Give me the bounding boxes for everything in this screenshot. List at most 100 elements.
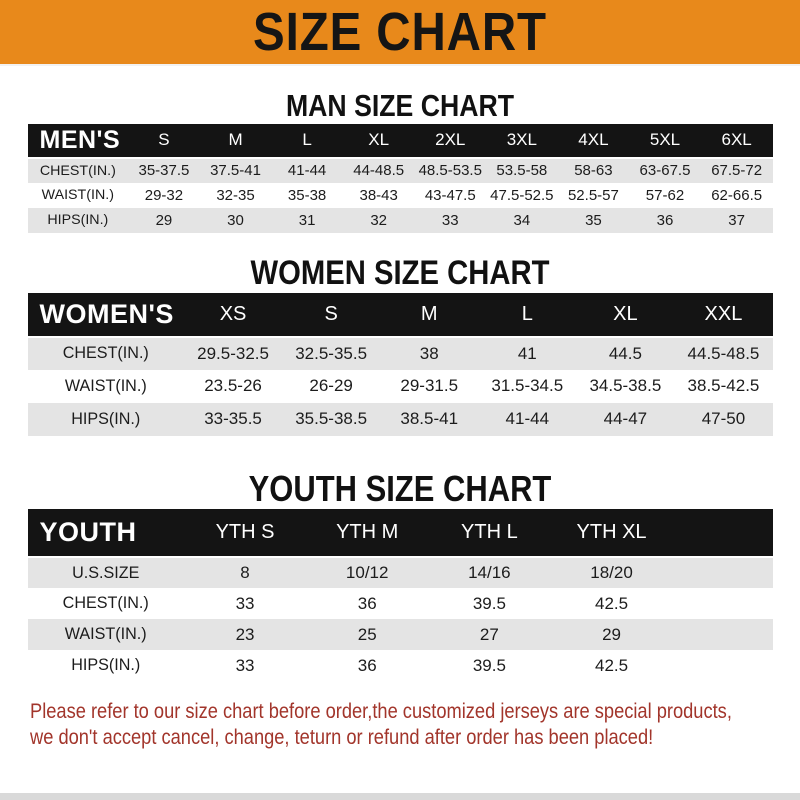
table-row: WAIST(IN.) 29-32 32-35 35-38 38-43 43-47… xyxy=(27,182,773,208)
column-header: L xyxy=(521,302,533,325)
size-cell: 63-67.5 xyxy=(639,162,691,180)
size-cell: 23.5-26 xyxy=(204,376,262,396)
size-cell: 29.5-32.5 xyxy=(197,343,269,363)
banner: SIZE CHART xyxy=(0,0,800,66)
row-label: WAIST(IN.) xyxy=(64,376,147,395)
column-header: YTH L xyxy=(461,521,518,544)
column-header: XL xyxy=(613,302,638,325)
size-cell: 41 xyxy=(517,343,537,363)
column-header: S xyxy=(158,130,170,150)
women-header-row: WOMEN'S XS S M L XL XXL xyxy=(27,292,773,337)
bottom-strip xyxy=(0,793,800,800)
spacer-cell xyxy=(673,557,773,588)
size-cell: 29 xyxy=(155,211,173,229)
size-cell: 33 xyxy=(441,211,459,229)
size-cell: 35-37.5 xyxy=(138,162,190,180)
size-cell: 37 xyxy=(728,211,745,229)
row-label: HIPS(IN.) xyxy=(47,212,109,229)
size-cell: 44-48.5 xyxy=(353,162,405,180)
size-cell: 25 xyxy=(357,624,377,644)
size-cell: 32-35 xyxy=(216,186,255,204)
size-cell: 31 xyxy=(298,211,316,229)
table-row: WAIST(IN.) 23.5-26 26-29 29-31.5 31.5-34… xyxy=(27,369,773,403)
table-corner-label: YOUTH xyxy=(39,517,137,548)
size-cell: 44.5 xyxy=(608,343,642,363)
size-cell: 48.5-53.5 xyxy=(418,162,482,180)
column-header: S xyxy=(324,302,338,325)
size-cell: 29-32 xyxy=(144,186,184,204)
size-cell: 38 xyxy=(419,343,439,363)
size-cell: 31.5-34.5 xyxy=(491,376,564,396)
size-cell: 39.5 xyxy=(472,655,506,675)
column-header: L xyxy=(302,130,312,150)
size-cell: 53.5-58 xyxy=(496,162,548,180)
size-cell: 27 xyxy=(479,624,499,644)
table-row: CHEST(IN.) 33 36 39.5 42.5 xyxy=(27,588,773,620)
row-label: U.S.SIZE xyxy=(72,563,140,582)
size-cell: 14/16 xyxy=(468,563,511,583)
column-header: 4XL xyxy=(578,130,609,150)
women-section: WOMEN SIZE CHART WOMEN'S XS S M L XL XXL xyxy=(0,254,800,436)
table-row: HIPS(IN.) 29 30 31 32 33 34 35 36 37 xyxy=(27,207,773,233)
table-corner-label: MEN'S xyxy=(39,125,121,154)
size-cell: 35.5-38.5 xyxy=(295,409,368,429)
spacer-cell xyxy=(673,509,773,557)
row-label: HIPS(IN.) xyxy=(71,656,141,675)
column-header: XXL xyxy=(704,302,743,325)
footer-line-1: Please refer to our size chart before or… xyxy=(30,699,732,724)
row-label: CHEST(IN.) xyxy=(62,344,149,363)
size-cell: 42.5 xyxy=(594,655,629,675)
size-cell: 47.5-52.5 xyxy=(490,186,554,204)
table-row: U.S.SIZE 8 10/12 14/16 18/20 xyxy=(27,557,773,589)
men-section-heading: MAN SIZE CHART xyxy=(285,88,515,123)
column-header: 5XL xyxy=(649,130,681,150)
size-cell: 41-44 xyxy=(505,409,550,429)
footer-note: Please refer to our size chart before or… xyxy=(0,698,800,750)
men-size-table: MEN'S S M L XL 2XL 3XL 4XL 5XL 6XL CHEST… xyxy=(27,123,773,233)
size-cell: 38.5-41 xyxy=(400,409,459,429)
size-cell: 52.5-57 xyxy=(567,186,619,204)
column-header: M xyxy=(420,302,438,325)
size-cell: 37.5-41 xyxy=(210,162,261,180)
table-row: HIPS(IN.) 33 36 39.5 42.5 xyxy=(27,650,773,682)
footer-line-2: we don't accept cancel, change, teturn o… xyxy=(30,725,654,750)
spacer-cell xyxy=(673,619,773,650)
size-cell: 32.5-35.5 xyxy=(295,343,368,363)
size-cell: 41-44 xyxy=(287,162,327,180)
table-row: HIPS(IN.) 33-35.5 35.5-38.5 38.5-41 41-4… xyxy=(27,402,773,436)
spacer-cell xyxy=(673,588,773,619)
size-cell: 32 xyxy=(370,211,388,229)
table-corner-label: WOMEN'S xyxy=(39,298,174,329)
size-cell: 42.5 xyxy=(594,593,629,613)
youth-section: YOUTH SIZE CHART YOUTH YTH S YTH M YTH L… xyxy=(0,468,800,682)
row-label: CHEST(IN.) xyxy=(62,594,149,613)
size-cell: 62-66.5 xyxy=(711,186,763,204)
size-cell: 29-31.5 xyxy=(400,376,459,396)
row-label: CHEST(IN.) xyxy=(39,162,116,179)
table-row: CHEST(IN.) 29.5-32.5 32.5-35.5 38 41 44.… xyxy=(27,336,773,370)
table-row: CHEST(IN.) 35-37.5 37.5-41 41-44 44-48.5… xyxy=(27,157,773,183)
size-cell: 39.5 xyxy=(472,593,506,613)
size-cell: 33 xyxy=(235,593,255,613)
size-cell: 58-63 xyxy=(574,162,613,180)
size-cell: 10/12 xyxy=(345,563,389,583)
size-cell: 36 xyxy=(357,593,377,613)
row-label: HIPS(IN.) xyxy=(71,409,141,428)
size-cell: 34.5-38.5 xyxy=(589,376,662,396)
size-cell: 33 xyxy=(235,655,255,675)
size-cell: 38.5-42.5 xyxy=(687,376,760,396)
youth-header-row: YOUTH YTH S YTH M YTH L YTH XL xyxy=(27,509,773,558)
size-cell: 36 xyxy=(656,211,674,229)
size-cell: 23 xyxy=(235,624,255,644)
row-label: WAIST(IN.) xyxy=(41,187,114,204)
men-header-row: MEN'S S M L XL 2XL 3XL 4XL 5XL 6XL xyxy=(27,123,773,158)
women-section-heading: WOMEN SIZE CHART xyxy=(250,253,550,292)
youth-size-table: YOUTH YTH S YTH M YTH L YTH XL U.S.SIZE … xyxy=(27,509,773,682)
size-cell: 33-35.5 xyxy=(204,409,262,429)
size-cell: 29 xyxy=(602,624,621,644)
column-header: XS xyxy=(219,302,247,325)
column-header: 2XL xyxy=(435,130,466,150)
size-cell: 34 xyxy=(513,211,531,229)
column-header: YTH M xyxy=(336,521,399,544)
column-header: 6XL xyxy=(721,130,752,150)
